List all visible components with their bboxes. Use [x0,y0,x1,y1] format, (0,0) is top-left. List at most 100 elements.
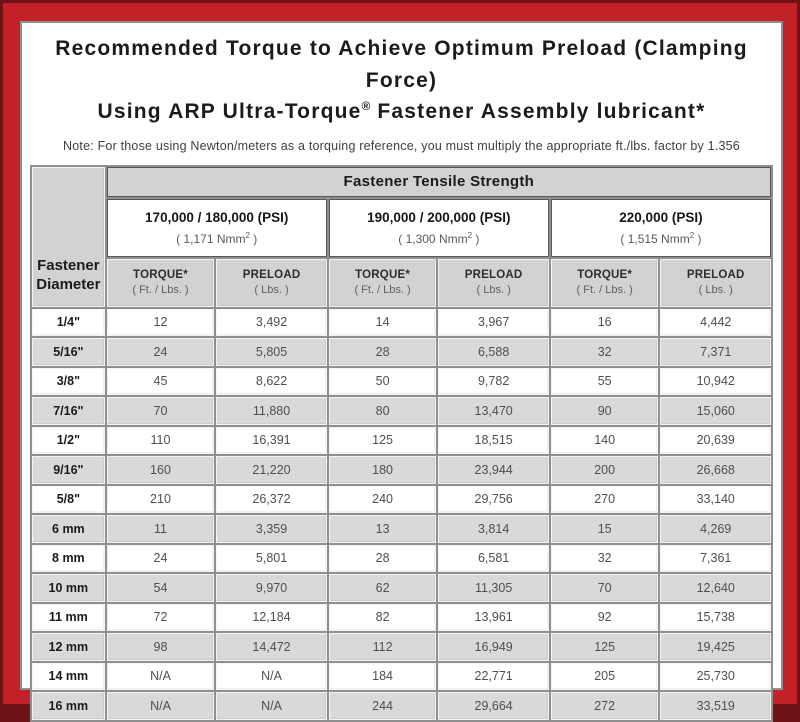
preload-cell: 4,269 [660,515,771,543]
preload-cell: 22,771 [438,662,549,690]
torque-cell: 45 [106,367,215,395]
preload-cell: 14,472 [216,633,327,661]
table-row: 1/4" 12 3,492 14 3,967 16 4,442 [32,308,771,336]
torque-cell: 72 [106,603,215,631]
preload-column-header-3: PRELOAD ( Lbs. ) [660,258,771,307]
torque-cell: 92 [550,603,659,631]
torque-cell: 55 [550,367,659,395]
torque-cell: 210 [106,485,215,513]
torque-cell: 14 [328,308,437,336]
torque-cell: 32 [550,338,659,366]
table-row: 5/8" 210 26,372 240 29,756 270 33,140 [32,485,771,513]
table-row: 6 mm 11 3,359 13 3,814 15 4,269 [32,515,771,543]
preload-cell: 19,425 [660,633,771,661]
preload-cell: 3,359 [216,515,327,543]
torque-column-header-2: TORQUE* ( Ft. / Lbs. ) [328,258,437,307]
table-row: 8 mm 24 5,801 28 6,581 32 7,361 [32,544,771,572]
table-row: 1/2" 110 16,391 125 18,515 140 20,639 [32,426,771,454]
table-row: 11 mm 72 12,184 82 13,961 92 15,738 [32,603,771,631]
table-row: 12 mm 98 14,472 112 16,949 125 19,425 [32,633,771,661]
torque-cell: 70 [550,574,659,602]
preload-cell: 7,371 [660,338,771,366]
table-row: 10 mm 54 9,970 62 11,305 70 12,640 [32,574,771,602]
preload-cell: N/A [216,692,327,720]
psi-label: 220,000 (PSI) [619,209,703,225]
psi-label: 170,000 / 180,000 (PSI) [145,209,289,225]
preload-cell: 15,738 [660,603,771,631]
torque-cell: 16 [550,308,659,336]
preload-cell: 11,880 [216,397,327,425]
torque-cell: 32 [550,544,659,572]
torque-cell: 90 [550,397,659,425]
preload-cell: 12,640 [660,574,771,602]
preload-cell: 3,492 [216,308,327,336]
torque-cell: 240 [328,485,437,513]
psi-group-170-180: 170,000 / 180,000 (PSI) ( 1,171 Nmm2 ) [106,198,327,257]
diameter-cell: 7/16" [32,397,105,425]
tensile-strength-header: Fastener Tensile Strength [106,166,771,197]
diameter-cell: 14 mm [32,662,105,690]
torque-cell: 11 [106,515,215,543]
preload-cell: 13,961 [438,603,549,631]
preload-cell: 6,588 [438,338,549,366]
table-row: 7/16" 70 11,880 80 13,470 90 15,060 [32,397,771,425]
diameter-cell: 5/16" [32,338,105,366]
corner-header-line1: Fastener [37,256,100,274]
nmm-label: ( 1,300 Nmm2 ) [398,230,480,246]
title-line2-post: Fastener Assembly lubricant* [370,100,706,123]
torque-cell: 110 [106,426,215,454]
document-content: Recommended Torque to Achieve Optimum Pr… [20,21,783,722]
preload-column-header-1: PRELOAD ( Lbs. ) [216,258,327,307]
nmm-label: ( 1,515 Nmm2 ) [620,230,702,246]
page-title-line2: Using ARP Ultra-Torque® Fastener Assembl… [30,96,773,128]
torque-cell: 98 [106,633,215,661]
preload-cell: 33,140 [660,485,771,513]
table-row: 9/16" 160 21,220 180 23,944 200 26,668 [32,456,771,484]
preload-cell: 5,805 [216,338,327,366]
table-row: 16 mm N/A N/A 244 29,664 272 33,519 [32,692,771,720]
preload-cell: 4,442 [660,308,771,336]
torque-cell: 205 [550,662,659,690]
preload-cell: 8,622 [216,367,327,395]
torque-cell: 180 [328,456,437,484]
torque-column-header-1: TORQUE* ( Ft. / Lbs. ) [106,258,215,307]
torque-cell: 24 [106,544,215,572]
torque-cell: 272 [550,692,659,720]
title-line2-pre: Using ARP Ultra-Torque [97,100,362,123]
torque-cell: 54 [106,574,215,602]
preload-cell: 20,639 [660,426,771,454]
preload-cell: 16,391 [216,426,327,454]
diameter-cell: 9/16" [32,456,105,484]
torque-column-header-3: TORQUE* ( Ft. / Lbs. ) [550,258,659,307]
nmm-label: ( 1,171 Nmm2 ) [176,230,258,246]
torque-cell: 80 [328,397,437,425]
torque-cell: 140 [550,426,659,454]
diameter-cell: 12 mm [32,633,105,661]
preload-cell: 9,970 [216,574,327,602]
torque-cell: 112 [328,633,437,661]
table-row: 3/8" 45 8,622 50 9,782 55 10,942 [32,367,771,395]
preload-cell: 3,814 [438,515,549,543]
preload-cell: 7,361 [660,544,771,572]
diameter-cell: 5/8" [32,485,105,513]
torque-cell: 244 [328,692,437,720]
preload-cell: 15,060 [660,397,771,425]
corner-header-line2: Diameter [36,276,101,293]
preload-cell: 29,756 [438,485,549,513]
corner-header-fastener-diameter: Fastener Diameter [32,166,105,307]
diameter-cell: 6 mm [32,515,105,543]
torque-cell: 200 [550,456,659,484]
psi-group-220: 220,000 (PSI) ( 1,515 Nmm2 ) [550,198,771,257]
preload-cell: 18,515 [438,426,549,454]
torque-spec-table: Fastener Diameter Fastener Tensile Stren… [30,164,773,722]
preload-cell: 6,581 [438,544,549,572]
preload-cell: 12,184 [216,603,327,631]
psi-label: 190,000 / 200,000 (PSI) [367,209,511,225]
preload-cell: 29,664 [438,692,549,720]
title-block: Recommended Torque to Achieve Optimum Pr… [30,33,773,165]
diameter-cell: 1/2" [32,426,105,454]
preload-cell: N/A [216,662,327,690]
preload-cell: 13,470 [438,397,549,425]
torque-cell: 28 [328,544,437,572]
